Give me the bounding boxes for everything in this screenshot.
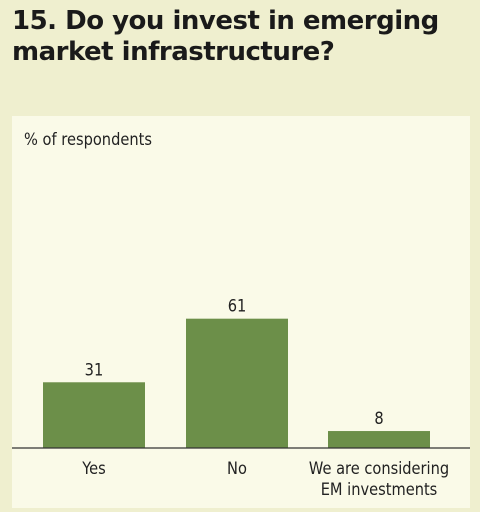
data-label-1: 61 [228,296,247,316]
category-label-2-line-0: We are considering [309,458,449,478]
category-label-2-line-1: EM investments [321,479,438,499]
category-label-0: Yes [81,458,106,478]
y-axis-label: % of respondents [24,130,152,150]
bar-0 [43,382,145,448]
bar-2 [328,431,430,448]
chart-panel: % of respondents 31 Yes 61 No 8 We are consid… [12,116,470,508]
data-label-0: 31 [85,359,104,379]
bar-1 [186,318,288,448]
chart-title: 15. Do you invest in emerging market inf… [12,6,439,67]
category-label-1: No [227,458,247,478]
data-label-2: 8 [374,408,383,428]
